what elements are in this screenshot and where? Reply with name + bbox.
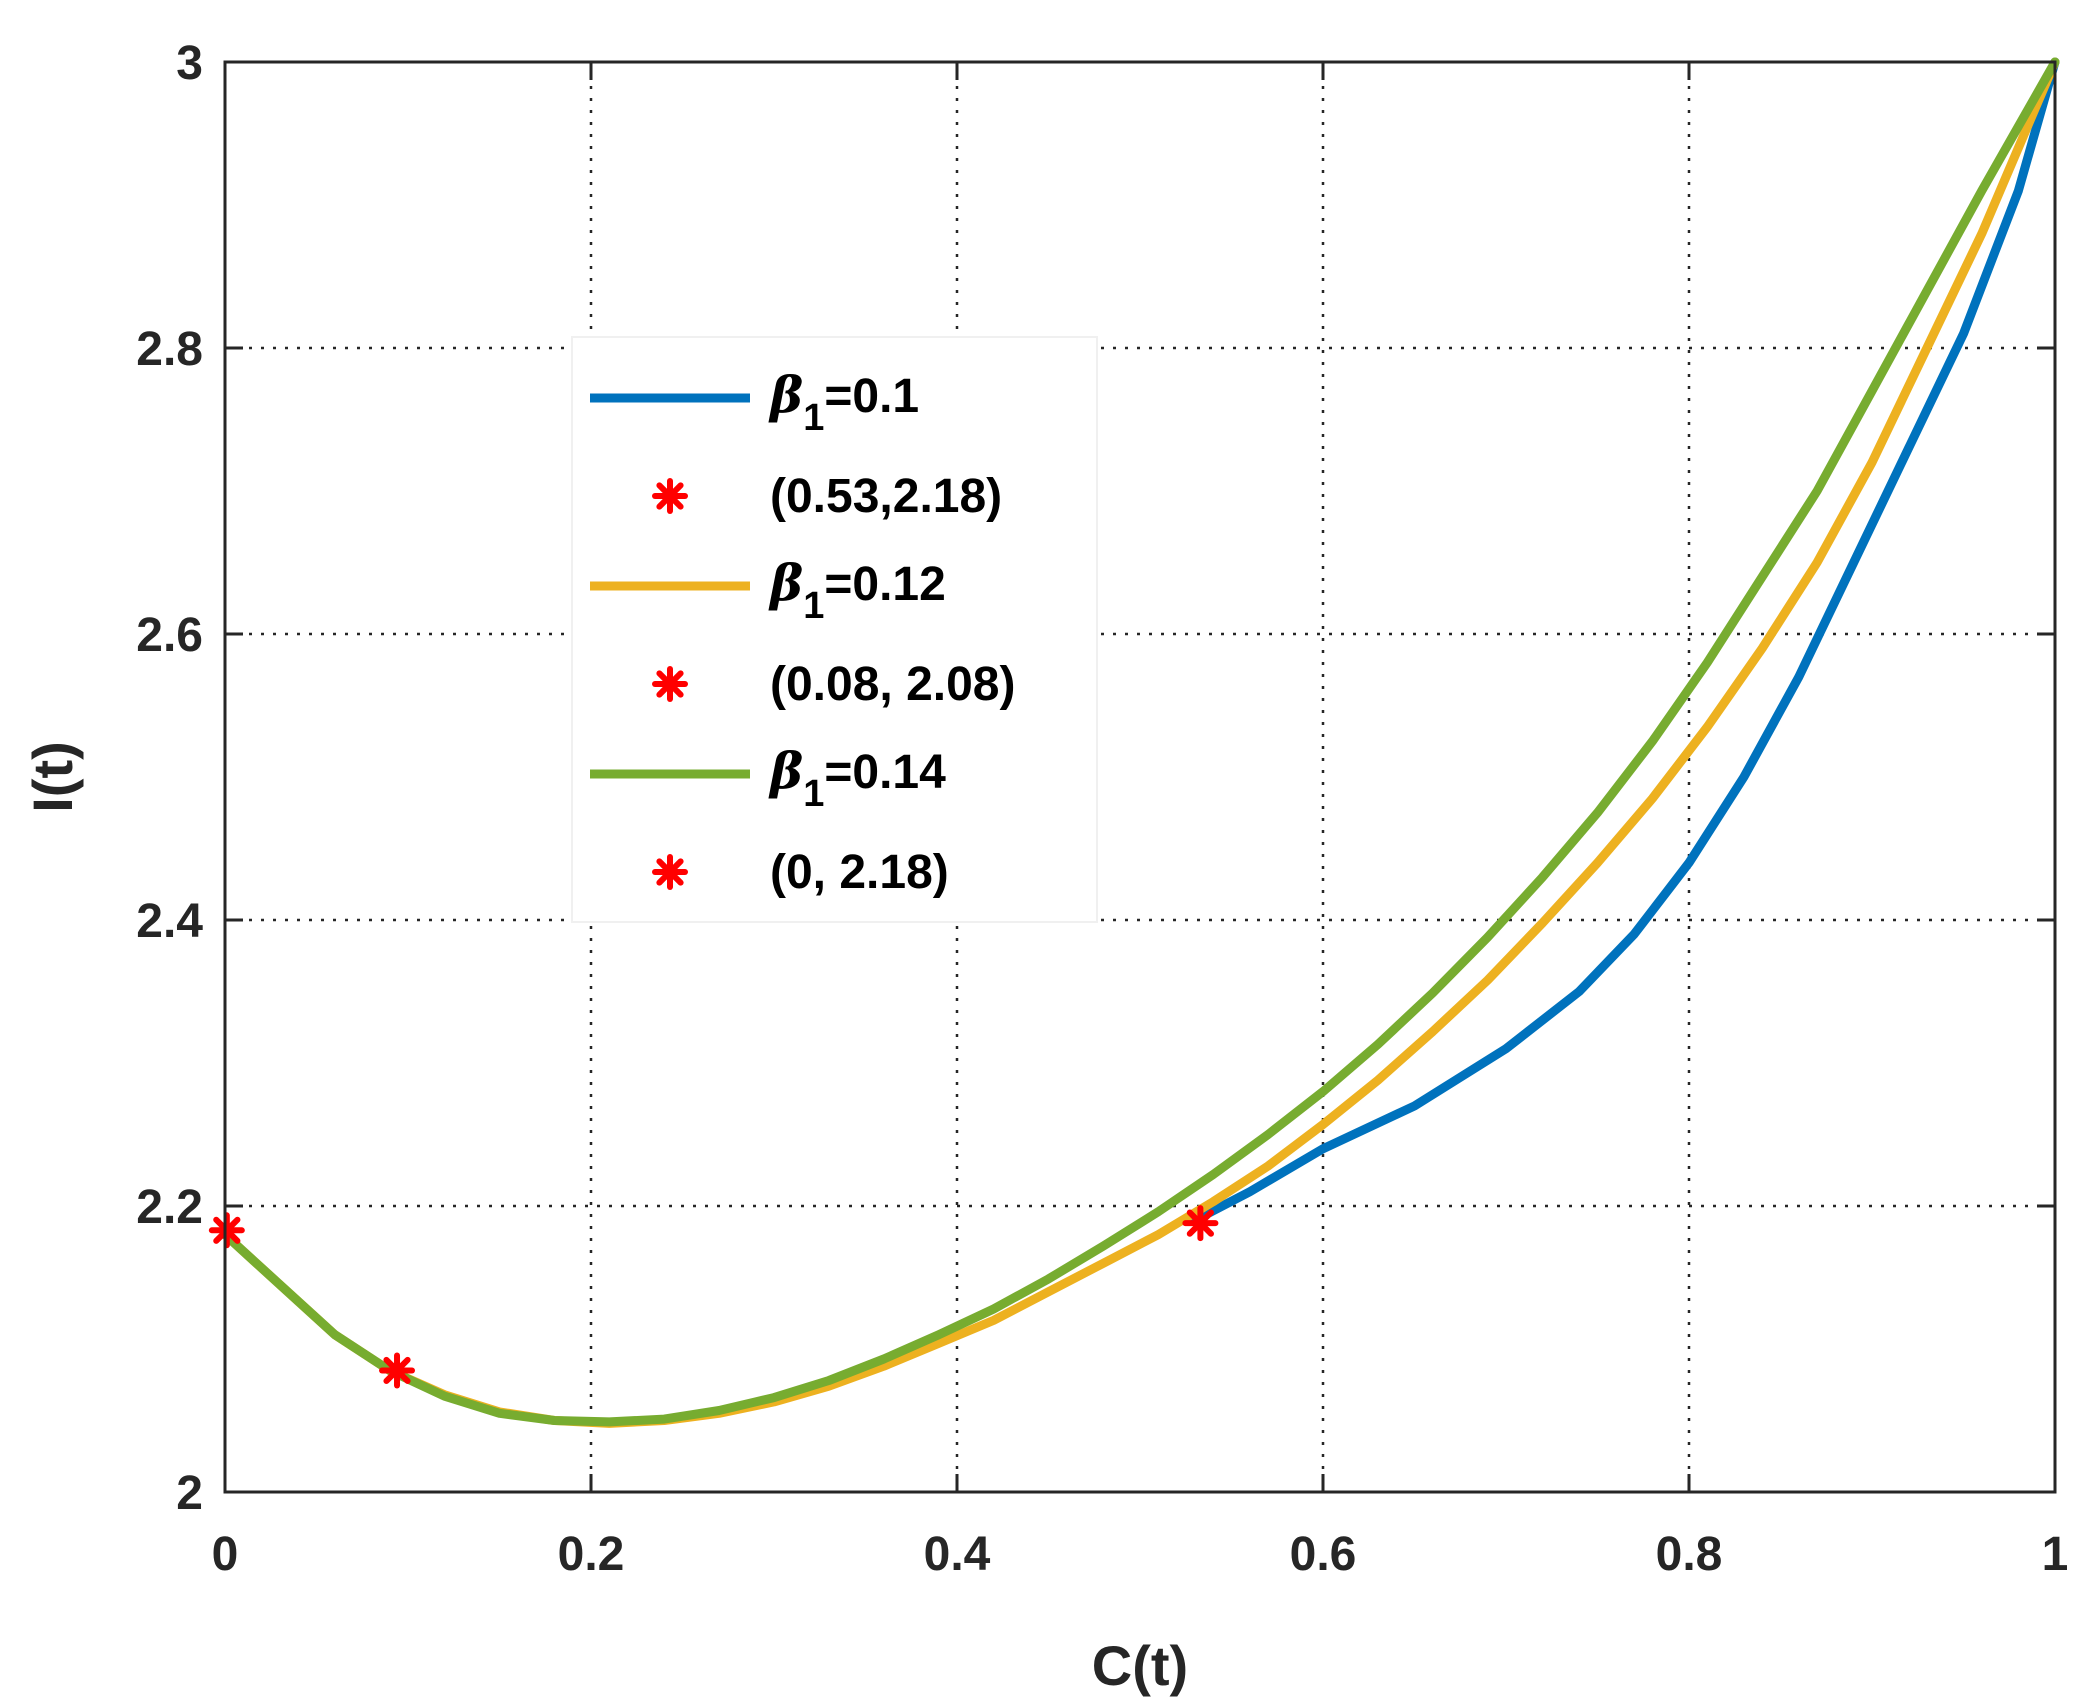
legend-asterisk-stroke [656,670,684,698]
data-point-marker [379,1352,416,1389]
x-tick-label: 0.2 [558,1528,625,1581]
x-axis-label: C(t) [1092,1634,1188,1697]
x-tick-label: 0.6 [1290,1528,1357,1581]
x-tick-label: 1 [2042,1528,2069,1581]
data-point-marker [208,1212,245,1249]
y-tick-label: 2.2 [136,1181,203,1234]
x-tick-label: 0.8 [1656,1528,1723,1581]
y-tick-label: 3 [176,37,203,90]
data-point-marker-stroke [383,1356,411,1385]
legend-value: =0.12 [824,558,945,611]
data-point-marker-stroke [213,1216,241,1244]
data-point-marker [1182,1205,1219,1242]
legend-label-point-0.53: (0.53,2.18) [770,470,1002,523]
legend-asterisk-stroke [656,482,684,510]
legend-label-beta-0.12: β1=0.12 [768,553,946,627]
legend-label-point-0.08: (0.08, 2.08) [770,658,1015,711]
data-point-marker-stroke [1186,1209,1214,1237]
series-line-0 [1190,57,2060,1225]
y-tick-label: 2.4 [136,895,203,948]
y-tick-label: 2 [176,1467,203,1520]
series-markers [208,1205,1219,1389]
legend-value: =0.1 [824,370,919,423]
legend-asterisk-stroke [656,858,684,886]
axis-ticks [223,60,2057,1494]
legend-subscript: 1 [803,397,824,439]
legend-label-point-0: (0, 2.18) [770,846,949,899]
legend-greek: β [768,741,803,800]
legend-subscript: 1 [803,773,824,815]
legend-asterisk [652,478,688,514]
legend-greek: β [768,365,803,424]
y-tick-label: 2.8 [136,323,203,376]
axes-box [223,60,2057,1494]
legend: β1=0.1 (0.53,2.18) β1=0.12 (0.08, 2.08) … [571,336,1098,923]
legend-marker-0.53 [652,478,688,514]
legend-marker-0.08 [652,666,688,702]
y-tick-label: 2.6 [136,609,203,662]
series-lines [220,57,2060,1428]
plot-area [225,62,2055,1492]
legend-value: =0.14 [824,746,946,799]
grid [225,62,2055,1492]
x-tick-label: 0.4 [924,1528,991,1581]
legend-label-beta-0.1: β1=0.1 [768,365,919,439]
legend-greek: β [768,553,803,612]
legend-asterisk [652,854,688,890]
legend-marker-0 [652,854,688,890]
tick-labels: 0 0.2 0.4 0.6 0.8 1 2 2.2 2.4 2.6 2.8 3 [136,37,2068,1581]
series-line-4 [220,57,2060,1427]
y-axis-label: I(t) [21,741,84,813]
legend-subscript: 1 [803,585,824,627]
legend-label-beta-0.14: β1=0.14 [768,741,946,815]
legend-asterisk [652,666,688,702]
legend-box [571,336,1098,923]
x-tick-label: 0 [212,1528,239,1581]
